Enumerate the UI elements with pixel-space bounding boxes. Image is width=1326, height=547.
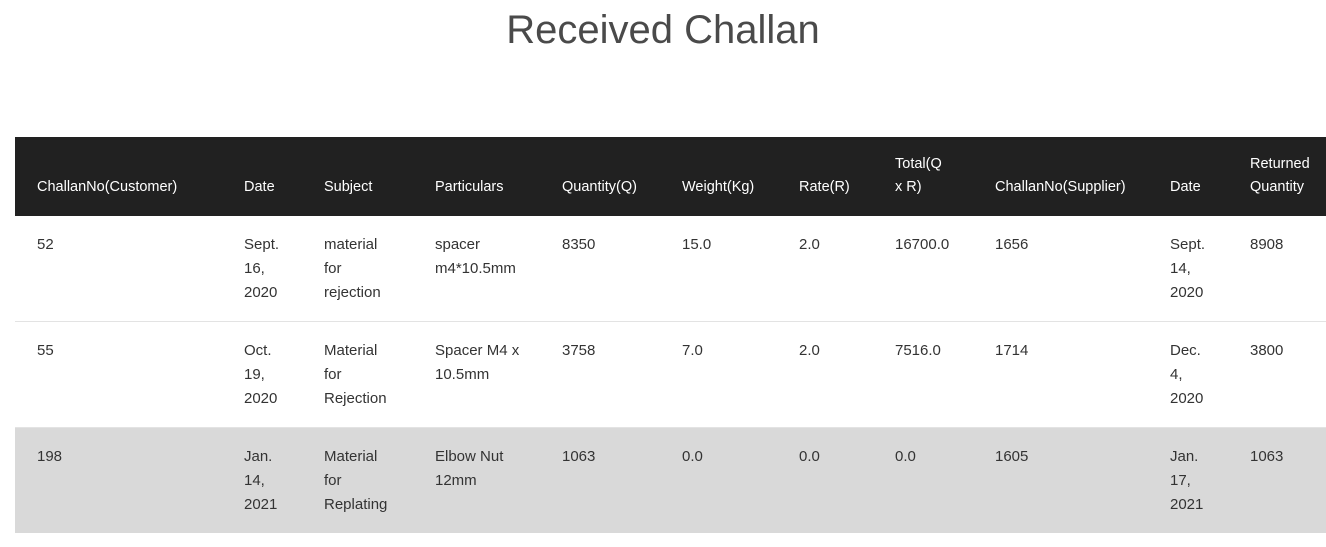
cell-challan-no-customer: 52 bbox=[37, 236, 54, 253]
cell-quantity: 8350 bbox=[562, 236, 596, 253]
column-header-rate: Rate(R) bbox=[799, 179, 850, 195]
cell-returned-quantity: 3800 bbox=[1250, 342, 1284, 359]
column-header-returned-quantity: Returned Quantity bbox=[1250, 156, 1310, 195]
table-header: ChallanNo(Customer) Date Subject Particu… bbox=[15, 137, 1326, 216]
column-header-date: Date bbox=[244, 179, 275, 195]
column-header-challan-no-customer: ChallanNo(Customer) bbox=[37, 179, 178, 195]
cell-supplier-date: Sept. 14, 2020 bbox=[1170, 236, 1206, 301]
cell-returned-quantity: 1063 bbox=[1250, 448, 1284, 465]
cell-particulars: Elbow Nut 12mm bbox=[435, 448, 504, 489]
column-header-quantity: Quantity(Q) bbox=[562, 179, 637, 195]
table-row-highlighted: 198 Jan. 14, 2021 Material for Replating… bbox=[15, 427, 1326, 533]
cell-rate: 2.0 bbox=[799, 236, 820, 253]
cell-supplier-date: Jan. 17, 2021 bbox=[1170, 448, 1204, 513]
cell-subject: material for rejection bbox=[324, 236, 381, 301]
cell-challan-no-supplier: 1605 bbox=[995, 448, 1029, 465]
column-header-supplier-date: Date bbox=[1170, 179, 1201, 195]
cell-total: 0.0 bbox=[895, 448, 916, 465]
cell-challan-no-supplier: 1714 bbox=[995, 342, 1029, 359]
received-challan-table-container: ChallanNo(Customer) Date Subject Particu… bbox=[15, 137, 1326, 533]
column-header-particulars: Particulars bbox=[435, 179, 504, 195]
cell-date: Oct. 19, 2020 bbox=[244, 342, 278, 407]
table-row: 52 Sept. 16, 2020 material for rejection… bbox=[15, 216, 1326, 322]
cell-date: Jan. 14, 2021 bbox=[244, 448, 278, 513]
cell-particulars: spacer m4*10.5mm bbox=[435, 236, 516, 277]
cell-subject: Material for Replating bbox=[324, 448, 388, 513]
cell-weight: 7.0 bbox=[682, 342, 703, 359]
cell-challan-no-supplier: 1656 bbox=[995, 236, 1029, 253]
table-header-row: ChallanNo(Customer) Date Subject Particu… bbox=[15, 137, 1326, 216]
cell-weight: 0.0 bbox=[682, 448, 703, 465]
received-challan-table: ChallanNo(Customer) Date Subject Particu… bbox=[15, 137, 1326, 533]
cell-supplier-date: Dec. 4, 2020 bbox=[1170, 342, 1204, 407]
cell-particulars: Spacer M4 x 10.5mm bbox=[435, 342, 520, 383]
table-body: 52 Sept. 16, 2020 material for rejection… bbox=[15, 216, 1326, 533]
cell-quantity: 1063 bbox=[562, 448, 596, 465]
cell-subject: Material for Rejection bbox=[324, 342, 387, 407]
cell-weight: 15.0 bbox=[682, 236, 712, 253]
cell-challan-no-customer: 198 bbox=[37, 448, 63, 465]
table-row: 55 Oct. 19, 2020 Material for Rejection … bbox=[15, 322, 1326, 428]
cell-challan-no-customer: 55 bbox=[37, 342, 54, 359]
cell-returned-quantity: 8908 bbox=[1250, 236, 1284, 253]
page-title: Received Challan bbox=[506, 8, 820, 52]
column-header-weight: Weight(Kg) bbox=[682, 179, 755, 195]
column-header-subject: Subject bbox=[324, 179, 373, 195]
cell-total: 7516.0 bbox=[895, 342, 941, 359]
column-header-total: Total(Q x R) bbox=[895, 156, 942, 195]
cell-total: 16700.0 bbox=[895, 236, 950, 253]
column-header-challan-no-supplier: ChallanNo(Supplier) bbox=[995, 179, 1126, 195]
cell-rate: 0.0 bbox=[799, 448, 820, 465]
cell-date: Sept. 16, 2020 bbox=[244, 236, 280, 301]
cell-rate: 2.0 bbox=[799, 342, 820, 359]
cell-quantity: 3758 bbox=[562, 342, 596, 359]
